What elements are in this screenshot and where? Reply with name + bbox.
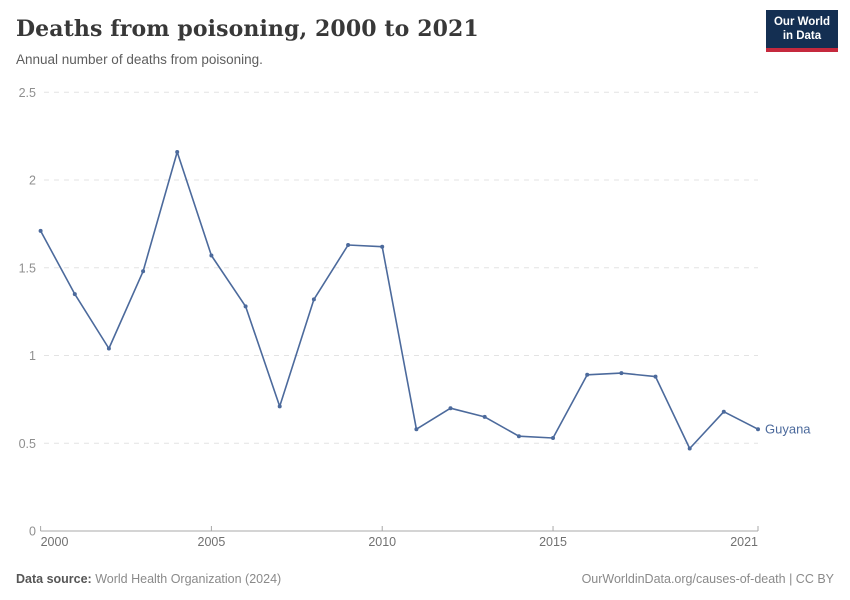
x-axis-tick-label: 2000	[41, 535, 69, 549]
chart-footer: Data source: World Health Organization (…	[16, 572, 834, 586]
data-point[interactable]	[585, 372, 590, 377]
data-source: Data source: World Health Organization (…	[16, 572, 281, 586]
owid-logo: Our World in Data	[765, 10, 838, 52]
data-point[interactable]	[551, 436, 555, 440]
data-point[interactable]	[516, 434, 521, 439]
data-point[interactable]	[243, 304, 248, 309]
y-axis-tick-label: 2	[29, 174, 36, 188]
data-point[interactable]	[653, 374, 658, 379]
data-point[interactable]	[311, 297, 316, 302]
data-point[interactable]	[721, 409, 726, 414]
chart-subtitle: Annual number of deaths from poisoning.	[16, 52, 263, 67]
owid-logo-line1: Our World	[773, 16, 830, 28]
y-axis-tick-label: 0	[29, 525, 36, 539]
x-axis-tick-label: 2010	[368, 535, 396, 549]
data-point[interactable]	[106, 346, 111, 351]
data-point[interactable]	[619, 371, 624, 376]
data-point[interactable]	[209, 253, 214, 258]
y-axis-tick-label: 1	[29, 349, 36, 363]
license-note: OurWorldinData.org/causes-of-death | CC …	[581, 572, 834, 586]
data-point[interactable]	[141, 269, 146, 274]
data-point[interactable]	[175, 150, 180, 154]
page-title: Deaths from poisoning, 2000 to 2021	[16, 16, 479, 42]
data-point[interactable]	[346, 243, 351, 247]
owid-logo-line2: in Data	[782, 30, 822, 42]
y-axis-tick-label: 2.5	[19, 86, 36, 100]
data-point[interactable]	[38, 228, 43, 233]
data-point[interactable]	[482, 414, 487, 419]
x-axis-tick-label: 2005	[198, 535, 226, 549]
data-line-guyana[interactable]	[39, 151, 759, 450]
series-end-label[interactable]: Guyana	[765, 422, 811, 437]
data-point[interactable]	[277, 404, 282, 409]
data-source-value: World Health Organization (2024)	[95, 572, 282, 586]
y-axis-tick-label: 0.5	[19, 437, 36, 451]
data-point[interactable]	[380, 244, 385, 249]
x-axis-tick-label: 2015	[539, 535, 567, 549]
data-source-label: Data source:	[16, 572, 96, 586]
data-point[interactable]	[448, 406, 453, 411]
data-point[interactable]	[756, 427, 760, 432]
data-point[interactable]	[72, 292, 77, 297]
x-axis-tick-label: 2021	[730, 535, 758, 549]
data-point[interactable]	[414, 427, 419, 432]
y-axis-tick-label: 1.5	[19, 261, 36, 275]
data-point[interactable]	[687, 446, 692, 451]
